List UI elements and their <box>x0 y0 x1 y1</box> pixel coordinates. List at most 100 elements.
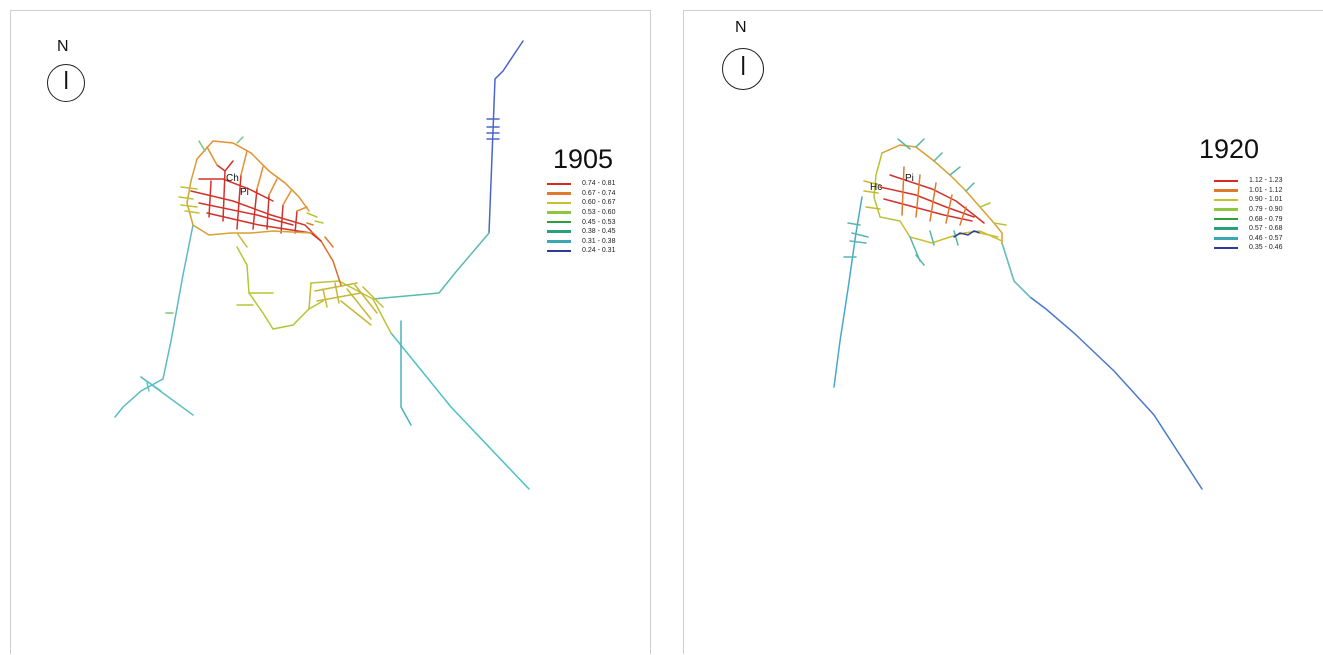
map-year-title: 1905 <box>553 144 614 174</box>
legend-label: 1.01 - 1.12 <box>1249 186 1283 194</box>
legend-label: 0.53 - 0.60 <box>582 209 616 217</box>
network-segment <box>400 320 412 426</box>
legend-swatch <box>1214 217 1238 221</box>
legend-label: 0.31 - 0.38 <box>582 237 616 245</box>
legend-label: 0.74 - 0.81 <box>582 180 616 188</box>
network-segment <box>186 158 312 236</box>
legend-label: 0.68 - 0.79 <box>1249 215 1283 223</box>
network-segment <box>881 144 1003 244</box>
legend-swatch <box>547 192 571 195</box>
legend-entry: 0.79 - 0.90 <box>1214 205 1282 215</box>
network-segment <box>979 202 1007 226</box>
legend-swatch <box>1214 189 1238 192</box>
legend-entry: 0.45 - 0.53 <box>547 217 615 227</box>
legend-entry: 0.90 - 1.01 <box>1214 195 1282 205</box>
network-segment <box>863 180 881 210</box>
street-network-map-1905 <box>114 40 530 490</box>
network-segment <box>236 246 324 330</box>
network-segment <box>909 230 959 266</box>
network-segment <box>314 282 384 326</box>
network-segment <box>114 224 194 418</box>
network-segment <box>843 222 869 258</box>
legend-swatch <box>547 201 571 205</box>
legend-entry: 0.67 - 0.74 <box>547 189 615 199</box>
network-segment <box>320 240 342 286</box>
network-segment <box>208 160 298 234</box>
legend-entry: 0.24 - 0.31 <box>547 246 615 256</box>
legend-label: 0.24 - 0.31 <box>582 247 616 255</box>
network-segment <box>979 232 999 238</box>
network-segment <box>306 212 324 224</box>
network-segment <box>488 40 524 234</box>
north-label: N <box>57 38 69 55</box>
network-segment <box>372 232 490 300</box>
network-segment <box>206 146 308 212</box>
north-arrow-icon <box>722 48 764 90</box>
network-segment <box>198 136 244 152</box>
legend-swatch <box>547 240 571 243</box>
legend-swatch <box>547 182 571 186</box>
network-segment <box>1001 242 1203 490</box>
network-segment <box>833 196 863 388</box>
network-segment <box>140 376 162 392</box>
network-segment <box>901 166 967 226</box>
legend-entry: 0.31 - 0.38 <box>547 237 615 247</box>
legend-swatch <box>547 249 571 253</box>
map-legend: 0.74 - 0.81 0.67 - 0.74 0.60 - 0.67 0.53 - … <box>547 179 615 256</box>
legend-label: 0.45 - 0.53 <box>582 218 616 226</box>
legend-swatch <box>547 211 571 214</box>
legend-label: 0.38 - 0.45 <box>582 228 616 236</box>
map-legend: 1.12 - 1.23 1.01 - 1.12 0.90 - 1.01 0.79 - … <box>1214 176 1282 253</box>
legend-entry: 1.12 - 1.23 <box>1214 176 1282 186</box>
legend-entry: 0.74 - 0.81 <box>547 179 615 189</box>
network-segment <box>196 140 310 212</box>
network-segment <box>953 230 981 238</box>
legend-entry: 0.46 - 0.57 <box>1214 234 1282 244</box>
legend-label: 0.46 - 0.57 <box>1249 234 1283 242</box>
legend-entry: 0.38 - 0.45 <box>547 227 615 237</box>
network-segment <box>324 236 334 248</box>
legend-label: 0.90 - 1.01 <box>1249 196 1283 204</box>
legend-entry: 0.53 - 0.60 <box>547 208 615 218</box>
legend-label: 0.35 - 0.46 <box>1249 244 1283 252</box>
network-segment <box>1001 242 1031 298</box>
map-panel-1920: N 1920 Hc Pi 1.12 - 1.23 1.01 - 1.12 0.90 … <box>683 10 1323 654</box>
network-segment <box>897 138 975 192</box>
place-label: Pi <box>905 173 914 184</box>
north-label: N <box>735 19 747 36</box>
legend-swatch <box>1214 246 1238 250</box>
network-segment <box>486 118 500 140</box>
legend-label: 1.12 - 1.23 <box>1249 177 1283 185</box>
place-label: Pi <box>240 187 249 198</box>
legend-swatch <box>1214 179 1238 183</box>
network-segment <box>236 232 248 248</box>
legend-swatch <box>1214 237 1238 240</box>
legend-label: 0.57 - 0.68 <box>1249 225 1283 233</box>
street-network-map-1920 <box>833 138 1203 490</box>
network-segment <box>873 152 901 222</box>
place-label: Hc <box>870 182 883 193</box>
network-segment <box>308 282 312 310</box>
map-year-title: 1920 <box>1199 134 1260 164</box>
legend-swatch <box>1214 208 1238 211</box>
north-arrow-icon <box>47 64 85 102</box>
network-segment <box>236 292 274 306</box>
network-segment <box>879 174 985 224</box>
legend-swatch <box>1214 198 1238 202</box>
legend-entry: 0.57 - 0.68 <box>1214 224 1282 234</box>
place-label: Ch <box>226 173 239 184</box>
legend-label: 0.67 - 0.74 <box>582 189 616 197</box>
network-segment <box>899 220 1003 244</box>
legend-swatch <box>547 220 571 224</box>
network-segment <box>178 186 200 214</box>
legend-label: 0.79 - 0.90 <box>1249 206 1283 214</box>
legend-entry: 1.01 - 1.12 <box>1214 186 1282 196</box>
network-segment <box>390 332 530 490</box>
legend-label: 0.60 - 0.67 <box>582 199 616 207</box>
map-panel-1905: N 1905 Ch Pi 0.74 - 0.81 0.67 - 0.74 0.60 … <box>10 10 651 654</box>
legend-swatch <box>547 230 571 234</box>
legend-entry: 0.35 - 0.46 <box>1214 243 1282 253</box>
legend-swatch <box>1214 227 1238 231</box>
network-segment <box>190 178 322 242</box>
network-segment <box>310 280 392 334</box>
